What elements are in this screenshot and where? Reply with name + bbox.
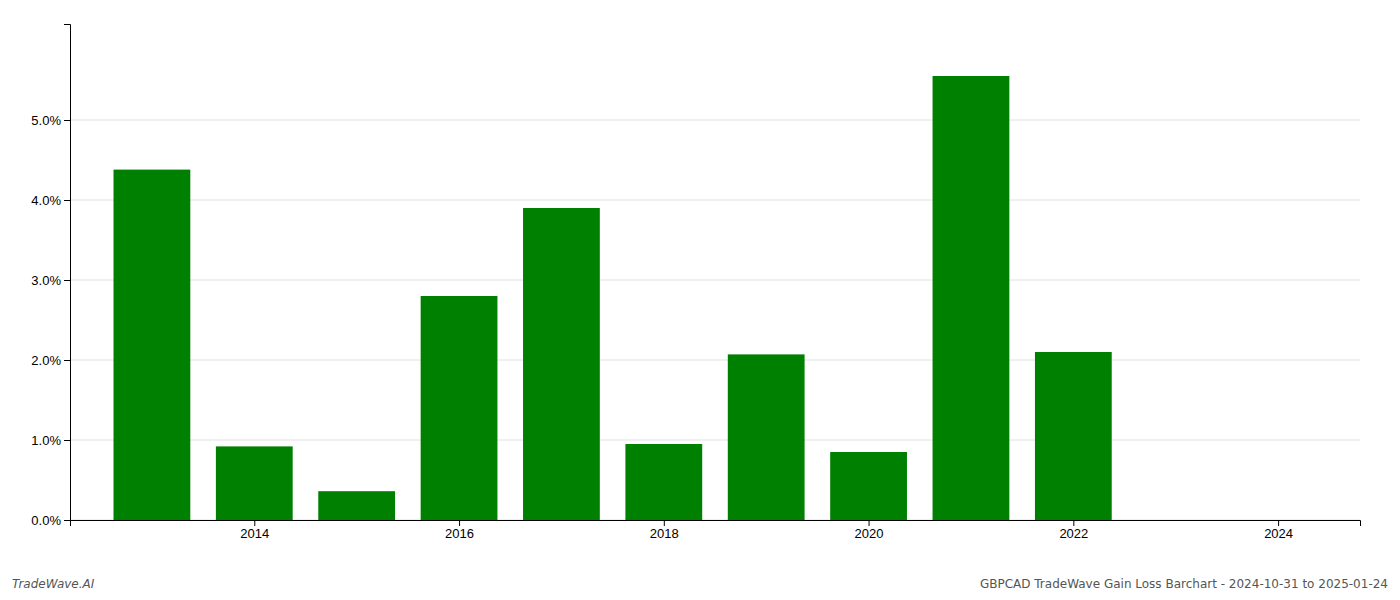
tick-mark — [869, 520, 870, 526]
footer-text: TradeWave.AI — [12, 577, 95, 591]
bar — [318, 491, 395, 520]
axis-line — [64, 25, 71, 521]
bar — [625, 444, 702, 520]
bar — [1035, 352, 1112, 520]
tick: 2016 — [445, 520, 474, 541]
tick-mark — [64, 520, 70, 521]
footer-text: GBPCAD TradeWave Gain Loss Barchart - 20… — [980, 577, 1388, 591]
bar — [1137, 520, 1214, 521]
tick-label: 1.0% — [31, 433, 61, 448]
bars — [114, 76, 1112, 520]
tick: 2018 — [650, 520, 679, 541]
tick: 2022 — [1059, 520, 1088, 541]
tick-label: 2022 — [1059, 526, 1088, 541]
grid-line — [70, 360, 1360, 361]
grid-line — [70, 200, 1360, 201]
tick-mark — [64, 440, 70, 441]
tick-mark — [459, 520, 460, 526]
tick-mark — [1278, 520, 1279, 526]
tick-mark — [664, 520, 665, 526]
tick: 5.0% — [31, 113, 70, 128]
tick: 2020 — [855, 520, 884, 541]
bar — [728, 354, 805, 520]
tick-label: 2016 — [445, 526, 474, 541]
grid — [70, 120, 1360, 520]
grid-line — [70, 120, 1360, 121]
tick-label: 0.0% — [31, 513, 61, 528]
tick: 2.0% — [31, 353, 70, 368]
axis-line — [71, 521, 1361, 527]
tick-label: 2020 — [855, 526, 884, 541]
tick-mark — [254, 520, 255, 526]
tick: 3.0% — [31, 273, 70, 288]
bar — [830, 452, 907, 520]
grid-line — [70, 280, 1360, 281]
tick-mark — [64, 200, 70, 201]
plot: 2014 2016 2018 2020 2022 2024 0.0% 1.0% 2.0% 3.0%… — [31, 25, 1360, 542]
tick-label: 2014 — [240, 526, 269, 541]
tick-label: 2018 — [650, 526, 679, 541]
x-axis: 2014 2016 2018 2020 2022 2024 — [71, 520, 1361, 541]
bar — [933, 76, 1010, 520]
tick-label: 3.0% — [31, 273, 61, 288]
tick: 2024 — [1264, 520, 1293, 541]
grid-line — [70, 440, 1360, 441]
chart: 2014 2016 2018 2020 2022 2024 0.0% 1.0% 2.0% 3.0%… — [0, 0, 1400, 600]
bar — [216, 446, 293, 520]
y-axis: 0.0% 1.0% 2.0% 3.0% 4.0% 5.0% — [31, 25, 70, 528]
bar — [421, 296, 498, 520]
tick-label: 2.0% — [31, 353, 61, 368]
tick-mark — [64, 120, 70, 121]
tick: 0.0% — [31, 513, 70, 528]
tick-mark — [64, 280, 70, 281]
tick: 2014 — [240, 520, 269, 541]
bar — [523, 208, 600, 520]
tick-label: 4.0% — [31, 193, 61, 208]
tick-label: 2024 — [1264, 526, 1293, 541]
tick-mark — [64, 360, 70, 361]
tick-label: 5.0% — [31, 113, 61, 128]
bar — [114, 170, 191, 520]
tick: 4.0% — [31, 193, 70, 208]
tick-mark — [1073, 520, 1074, 526]
tick: 1.0% — [31, 433, 70, 448]
